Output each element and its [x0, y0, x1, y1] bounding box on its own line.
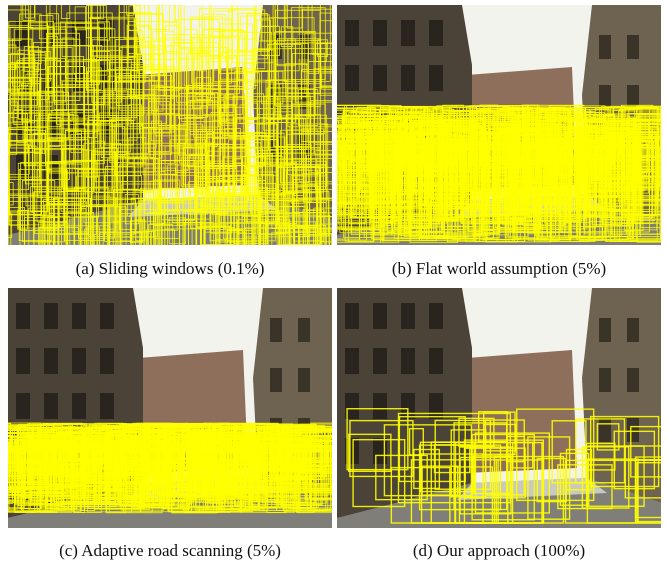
window [627, 368, 639, 392]
window [270, 368, 282, 392]
window [16, 303, 30, 329]
window [345, 348, 359, 374]
window [401, 20, 415, 46]
panel-image [337, 288, 661, 528]
window [373, 348, 387, 374]
window [599, 318, 611, 342]
window [44, 348, 58, 374]
window [627, 35, 639, 59]
panel-image [337, 5, 661, 245]
window [401, 348, 415, 374]
window [599, 418, 611, 442]
window [429, 303, 443, 329]
window [429, 65, 443, 91]
caption: (a) Sliding windows (0.1%) [5, 259, 335, 279]
window [345, 65, 359, 91]
window [100, 393, 114, 419]
window [599, 368, 611, 392]
figure: (a) Sliding windows (0.1%) (b) Flat worl… [0, 0, 667, 568]
window [44, 303, 58, 329]
window [401, 65, 415, 91]
window [627, 318, 639, 342]
window [373, 20, 387, 46]
window [72, 393, 86, 419]
window [373, 393, 387, 419]
window [599, 35, 611, 59]
window [429, 393, 443, 419]
window [44, 393, 58, 419]
window [373, 65, 387, 91]
window [16, 393, 30, 419]
window [429, 348, 443, 374]
window [401, 303, 415, 329]
window [345, 20, 359, 46]
caption: (b) Flat world assumption (5%) [334, 259, 664, 279]
window [72, 303, 86, 329]
window [373, 303, 387, 329]
window [100, 348, 114, 374]
window [100, 303, 114, 329]
window [429, 20, 443, 46]
window [298, 318, 310, 342]
window [345, 303, 359, 329]
window [16, 348, 30, 374]
window [627, 418, 639, 442]
panel-image [8, 5, 332, 245]
panel-image [8, 288, 332, 528]
caption: (d) Our approach (100%) [334, 541, 664, 561]
window [72, 348, 86, 374]
caption: (c) Adaptive road scanning (5%) [5, 541, 335, 561]
window [298, 368, 310, 392]
window [270, 318, 282, 342]
